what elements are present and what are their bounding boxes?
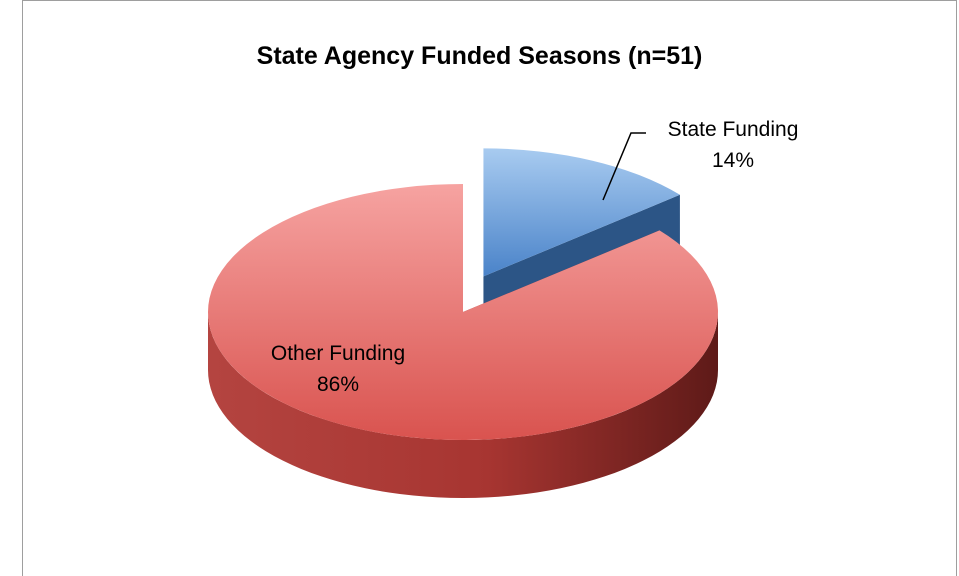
chart-title: State Agency Funded Seasons (n=51): [256, 42, 703, 70]
pie-slice-other-funding: [208, 184, 718, 440]
slice-label-other-funding: Other Funding: [271, 342, 405, 365]
slice-label-state-funding: State Funding: [668, 118, 799, 141]
pie-slice-state-funding: [483, 148, 680, 277]
state-funding-leader-line: [602, 132, 646, 201]
slice-value-other-funding: 86%: [317, 373, 359, 396]
pie-side-other-funding: [208, 312, 718, 498]
slice-value-state-funding: 14%: [712, 149, 754, 172]
